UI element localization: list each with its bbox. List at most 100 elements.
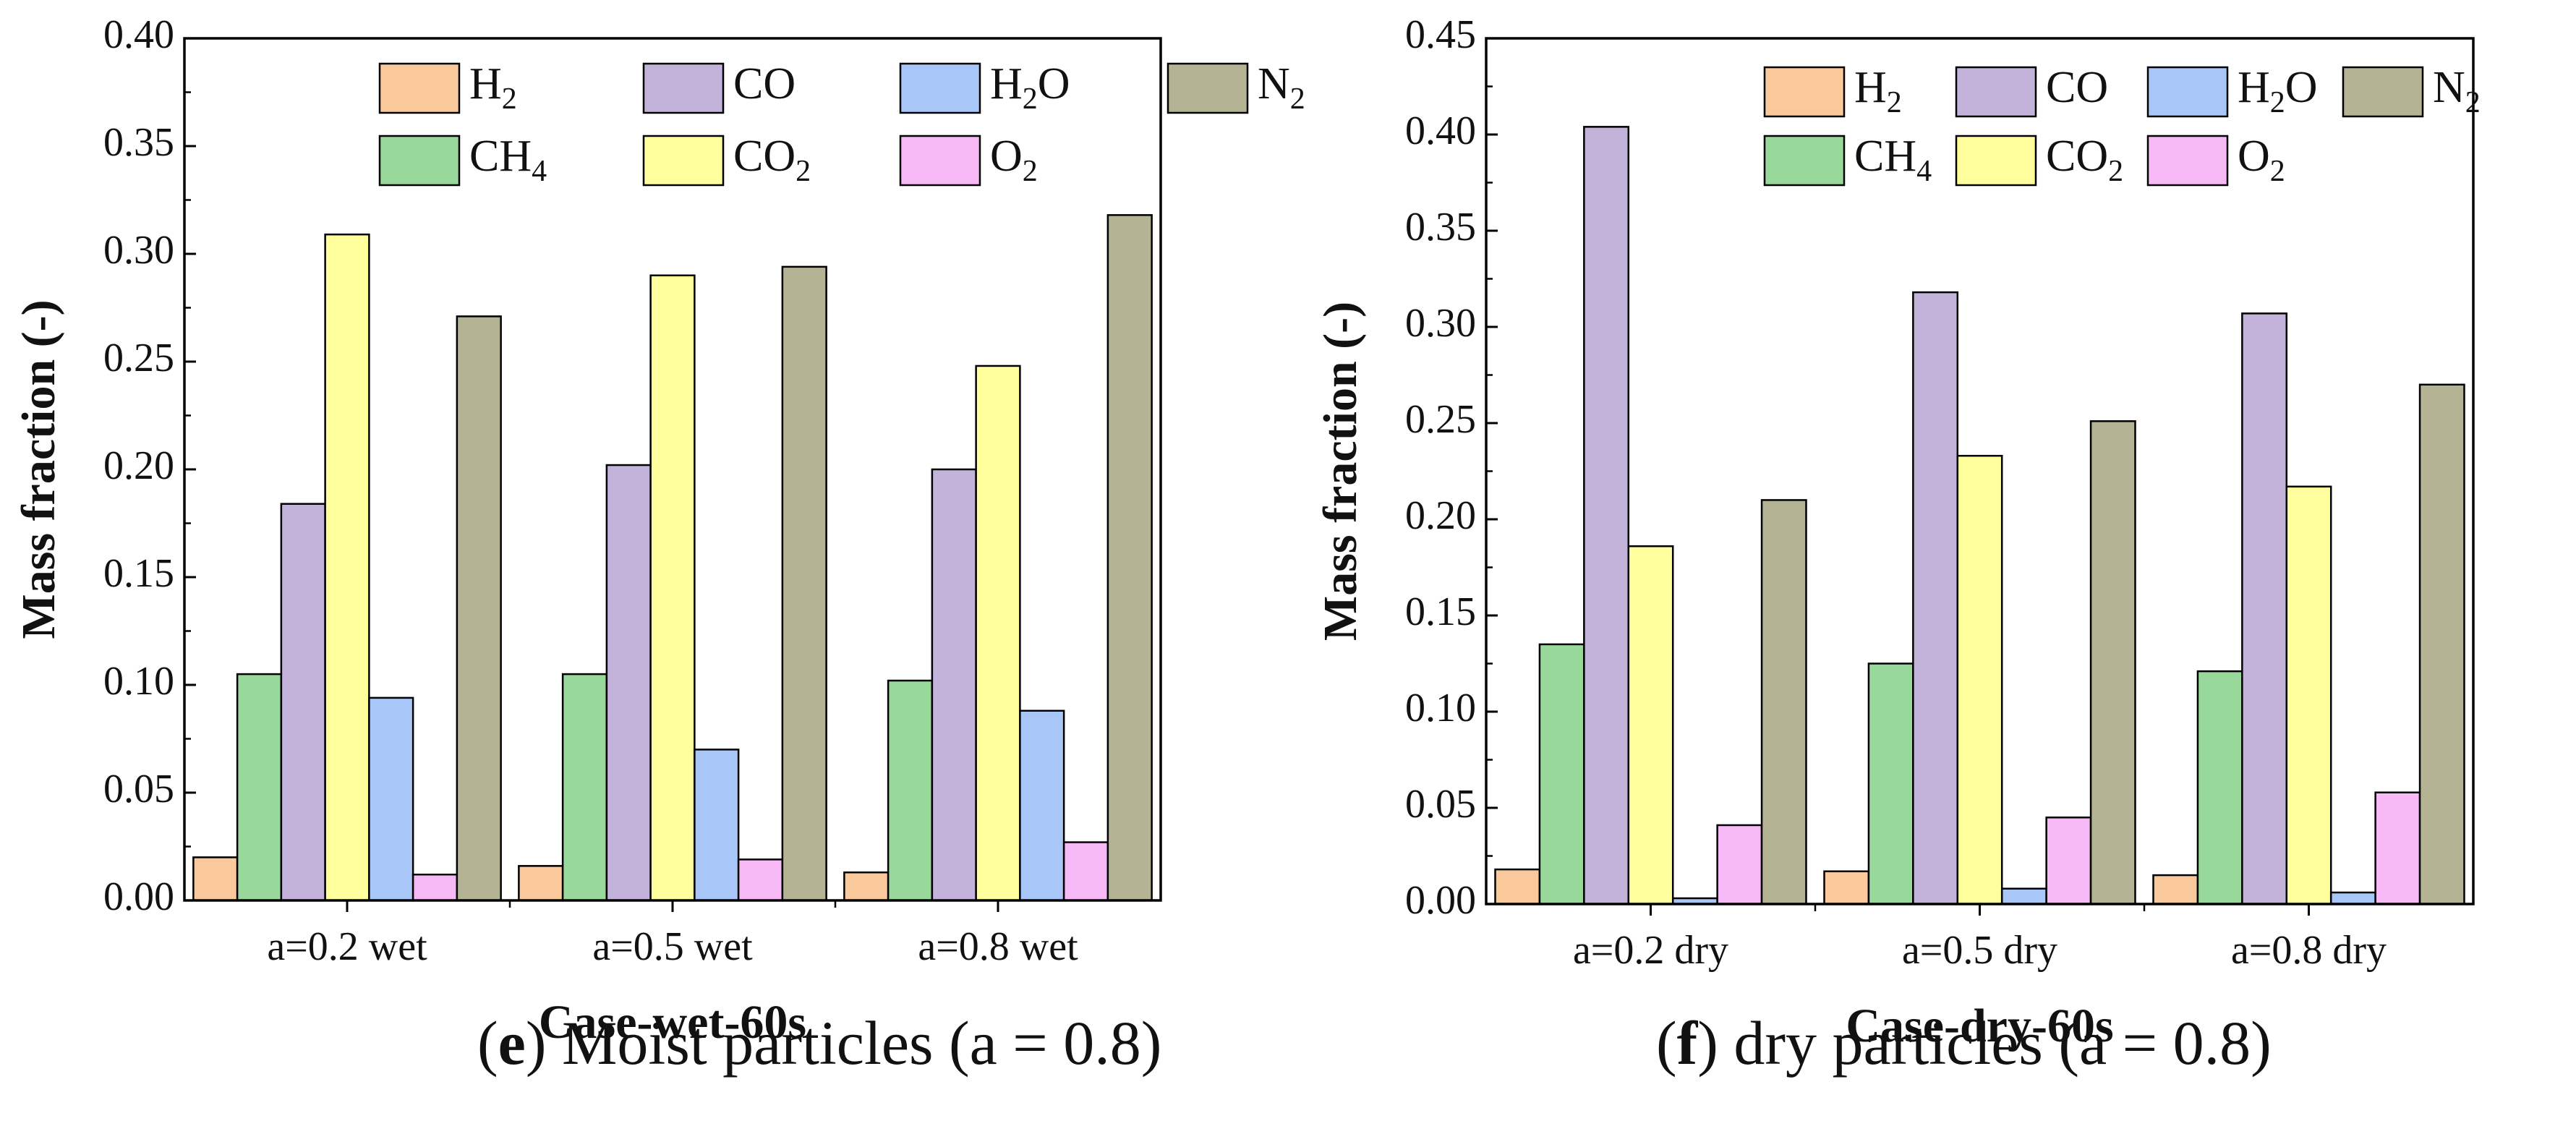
- xtick-label-f-2: a=0.8 dry: [2231, 928, 2387, 973]
- ytick-label-f-5: 0.25: [1405, 397, 1476, 442]
- legend-swatch-e-CH4: [378, 135, 461, 187]
- legend-swatch-f-H2O: [2146, 66, 2229, 118]
- bar-e-CH4-3: [887, 679, 934, 902]
- legend-swatch-e-CO2: [642, 135, 725, 187]
- legend-swatch-e-CO: [642, 62, 725, 114]
- ytick-label-e-3: 0.15: [103, 551, 174, 596]
- bar-f-CH4-3: [2196, 670, 2243, 905]
- legend-swatch-f-CO: [1955, 66, 2037, 118]
- bar-e-CO2-2: [649, 274, 696, 902]
- bar-f-H2-2: [1823, 870, 1870, 905]
- legend-label-e-H2O: H2O: [990, 59, 1070, 115]
- legend-label-e-O2: O2: [990, 132, 1038, 187]
- bar-e-CO2-1: [324, 233, 370, 902]
- legend-label-e-CH4: CH4: [469, 132, 547, 187]
- bar-e-H2O-2: [694, 749, 740, 902]
- bar-f-CO-1: [1583, 126, 1630, 905]
- ytick-label-f-3: 0.15: [1405, 589, 1476, 634]
- legend-swatch-e-H2: [378, 62, 461, 114]
- chart-f: 0.00 0.05 0.10 0.15 0.20 0.25 0.30 0.35 0.40 0.45…: [1314, 12, 2481, 1052]
- bar-e-CH4-2: [561, 673, 608, 902]
- bar-f-CO-2: [1912, 291, 1959, 905]
- ytick-label-f-0: 0.00: [1405, 878, 1476, 923]
- legend-label-e-H2: H2: [469, 59, 517, 115]
- bar-f-N2-3: [2418, 383, 2465, 905]
- legend-label-f-N2: N2: [2433, 63, 2481, 119]
- ytick-label-f-9: 0.45: [1405, 12, 1476, 57]
- ytick-label-e-4: 0.20: [103, 443, 174, 488]
- bar-e-H2-1: [192, 856, 239, 902]
- legend-label-f-O2: O2: [2238, 132, 2285, 187]
- legend-swatch-f-CO2: [1955, 135, 2037, 187]
- legend-swatch-e-H2O: [899, 62, 981, 114]
- bar-e-CH4-1: [236, 673, 283, 902]
- xaxis-label-f: Case-dry-60s: [1846, 999, 2113, 1052]
- bar-e-CO-3: [931, 468, 977, 902]
- legend-label-f-CH4: CH4: [1854, 132, 1932, 187]
- bar-f-CH4-2: [1867, 662, 1914, 905]
- ytick-label-f-4: 0.20: [1405, 493, 1476, 538]
- ytick-label-e-1: 0.05: [103, 767, 174, 811]
- caption-f-text: dry particles (a = 0.8): [1733, 1008, 2272, 1078]
- bar-e-H2-2: [518, 865, 564, 902]
- bar-f-CO2-2: [1956, 454, 2003, 905]
- legend-swatch-f-N2: [2342, 66, 2424, 118]
- bar-f-H2O-3: [2329, 891, 2376, 905]
- bar-e-N2-2: [781, 265, 827, 902]
- legend-swatch-f-O2: [2146, 135, 2229, 187]
- legend-label-f-CO: CO: [2046, 63, 2108, 112]
- yaxis-label-e: Mass fraction (-): [12, 299, 65, 639]
- caption-e: (e) Moist particles (a = 0.8): [477, 1008, 1162, 1078]
- ytick-label-e-5: 0.25: [103, 336, 174, 380]
- bar-f-H2O-2: [2000, 887, 2047, 905]
- bar-f-CO-3: [2241, 312, 2288, 905]
- legend-label-e-N2: N2: [1258, 59, 1305, 115]
- bar-f-H2-3: [2152, 874, 2199, 905]
- yaxis-label-f: Mass fraction (-): [1314, 302, 1367, 641]
- chart-e: 0.00 0.05 0.10 0.15 0.20 0.25 0.30 0.35 0.40 a=0.…: [12, 12, 1305, 1049]
- caption-e-letter: e: [498, 1008, 526, 1078]
- bar-f-CO2-1: [1627, 545, 1674, 905]
- legend-swatch-f-CH4: [1763, 135, 1846, 187]
- bar-e-CO-1: [280, 503, 326, 902]
- ytick-label-f-2: 0.10: [1405, 686, 1476, 730]
- xtick-label-e-0: a=0.2 wet: [267, 924, 427, 969]
- bar-f-H2-1: [1494, 868, 1541, 905]
- ytick-label-f-6: 0.30: [1405, 301, 1476, 346]
- bar-e-N2-3: [1106, 214, 1153, 902]
- xtick-label-f-1: a=0.5 dry: [1902, 928, 2057, 973]
- xaxis-label-e: Case-wet-60s: [539, 996, 806, 1049]
- legend-label-f-CO2: CO2: [2046, 132, 2123, 187]
- ytick-label-e-7: 0.35: [103, 120, 174, 165]
- ytick-label-f-8: 0.40: [1405, 108, 1476, 153]
- legend-swatch-e-N2: [1167, 62, 1249, 114]
- bar-e-H2O-3: [1019, 709, 1065, 902]
- bar-e-CO2-3: [975, 365, 1021, 902]
- bar-f-N2-2: [2089, 420, 2136, 905]
- legend-label-f-H2: H2: [1854, 63, 1902, 119]
- legend-label-f-H2O: H2O: [2238, 63, 2318, 119]
- bar-e-H2O-1: [368, 696, 414, 902]
- legend-label-e-CO2: CO2: [733, 132, 811, 187]
- legend-label-e-CO: CO: [733, 59, 796, 108]
- ytick-label-e-6: 0.30: [103, 228, 174, 273]
- bar-e-CO-2: [605, 464, 652, 902]
- xtick-label-e-2: a=0.8 wet: [918, 924, 1078, 969]
- ytick-label-e-2: 0.10: [103, 659, 174, 704]
- bar-f-CH4-1: [1538, 643, 1585, 905]
- ytick-label-e-8: 0.40: [103, 12, 174, 57]
- bar-e-O2-3: [1062, 841, 1109, 902]
- ytick-label-e-0: 0.00: [103, 874, 174, 919]
- bar-e-O2-1: [411, 873, 459, 902]
- bar-f-O2-1: [1716, 824, 1763, 905]
- ytick-label-f-1: 0.05: [1405, 782, 1476, 827]
- xtick-label-f-0: a=0.2 dry: [1573, 928, 1728, 973]
- xtick-label-e-1: a=0.5 wet: [592, 924, 753, 969]
- legend-swatch-e-O2: [899, 135, 981, 187]
- bar-f-N2-1: [1760, 499, 1807, 905]
- legend-swatch-f-H2: [1763, 66, 1846, 118]
- bar-e-N2-1: [456, 315, 502, 902]
- caption-f-letter: f: [1676, 1008, 1698, 1078]
- bar-f-O2-2: [2045, 817, 2092, 905]
